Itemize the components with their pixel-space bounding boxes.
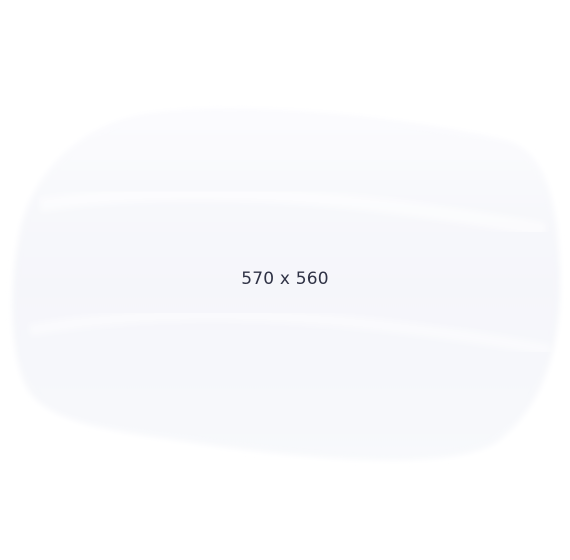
blob-streak-2 [28, 309, 552, 356]
image-size-label: 570 x 560 [241, 269, 329, 289]
blob-streak-1 [38, 186, 547, 237]
